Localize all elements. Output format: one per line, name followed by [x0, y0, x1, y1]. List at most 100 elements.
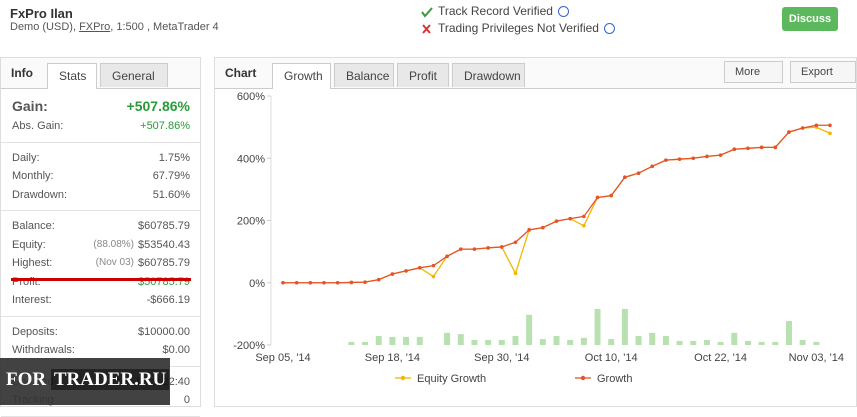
point [417, 266, 422, 270]
point [787, 130, 791, 134]
broker-link[interactable]: FXPro [79, 21, 111, 33]
row-label: Equity: [12, 238, 46, 251]
point [513, 240, 518, 245]
info-row: Gain: +507.86% [12, 95, 190, 117]
tab[interactable]: Balance [334, 63, 394, 87]
row-label: Abs. Gain: [12, 120, 64, 132]
info-row: Withdrawals: $0.00 [12, 341, 190, 360]
point [582, 214, 586, 219]
bar [662, 335, 669, 345]
bar [539, 339, 546, 345]
tab[interactable]: Growth [272, 63, 331, 89]
bar [416, 336, 423, 345]
point [431, 263, 436, 268]
row-value: $60785.79 [138, 257, 190, 269]
point [404, 269, 408, 273]
bar [703, 340, 710, 345]
point [609, 193, 613, 198]
dropdown-button[interactable]: More [724, 61, 784, 83]
point [486, 246, 490, 250]
verification-text: Track Record Verified [438, 4, 553, 18]
bar [608, 339, 615, 345]
point [554, 219, 559, 223]
point [472, 247, 477, 251]
bar [567, 340, 574, 345]
row-value: +507.86% [126, 98, 190, 114]
bar [403, 336, 410, 345]
y-tick-label: -200% [233, 340, 265, 352]
bar [785, 321, 792, 345]
info-row: Daily: 1.75% [12, 149, 190, 168]
chart-tabs: Chart Growth Balance Profit Drawdown More Expo… [215, 58, 856, 89]
bar [485, 340, 492, 345]
row-value: $0.00 [162, 344, 190, 356]
row-value: 51.60% [152, 188, 190, 201]
point [759, 145, 764, 150]
x-tick-label: Nov 03, '14 [789, 352, 844, 364]
row-label: Daily: [12, 151, 40, 164]
legend-marker [400, 375, 406, 381]
point [650, 164, 655, 169]
y-tick-label: 400% [237, 153, 265, 165]
point [308, 280, 313, 285]
row-label: Deposits: [12, 325, 58, 338]
point [527, 228, 531, 232]
point [582, 223, 586, 228]
bar [362, 341, 369, 345]
bar [498, 340, 505, 345]
watermark: FOR TRADER.RU [0, 358, 170, 405]
row-label: Monthly: [12, 170, 54, 182]
point [800, 126, 805, 130]
bar [758, 341, 765, 345]
bar [744, 340, 751, 345]
row-value: +507.86% [140, 120, 190, 132]
point [376, 277, 381, 282]
point [335, 280, 340, 285]
legend-marker [580, 375, 586, 381]
account-info: , 1:500 , MetaTrader 4 [110, 21, 219, 33]
account-title: FxPro Ilan [10, 6, 73, 21]
watermark-text: TRADER.RU [50, 369, 170, 390]
bar [512, 335, 519, 345]
point [390, 272, 395, 276]
point [363, 280, 367, 284]
tab[interactable]: Drawdown [452, 63, 525, 87]
info-row: Abs. Gain: +507.86% [12, 117, 190, 136]
row-label: Gain: [12, 98, 48, 114]
info-row: Drawdown: 51.60% [12, 186, 190, 205]
point [458, 247, 463, 251]
tab[interactable]: Stats [47, 63, 97, 89]
info-row: Balance: $60785.79 [12, 217, 190, 236]
tab[interactable]: General [100, 63, 168, 87]
bar [772, 341, 779, 345]
chart-panel: Chart Growth Balance Profit Drawdown More Expo… [214, 57, 857, 407]
bar [635, 335, 642, 345]
point [445, 254, 449, 259]
account-type: Demo (USD), [10, 21, 80, 33]
point [294, 280, 299, 285]
bar [813, 341, 820, 345]
x-tick-label: Oct 10, '14 [585, 352, 638, 364]
help-icon[interactable] [557, 6, 569, 17]
info-group: Balance: $60785.79 Equity: (88.08%) $53540.4… [1, 211, 200, 317]
help-icon[interactable] [603, 23, 615, 34]
discuss-button[interactable]: Discuss [782, 7, 838, 31]
bar [389, 336, 396, 345]
point [322, 280, 326, 285]
row-value: $60785.79 [138, 220, 190, 232]
info-row: Deposits: $10000.00 [12, 323, 190, 342]
verifications: Track Record Verified Trading Privileges … [420, 3, 615, 37]
page: FxPro Ilan Demo (USD), FXPro, 1:500 , Me… [0, 3, 857, 417]
chart: -200% 0% 200% 400% 600% Sep 05, '14 Sep 18, '1… [233, 91, 844, 385]
info-row: Highest: (Nov 03) $60785.79 [12, 254, 190, 273]
tab[interactable]: Profit [397, 63, 449, 87]
point [828, 123, 832, 128]
bar [348, 341, 355, 345]
check-icon [421, 6, 433, 18]
x-tick-label: Sep 30, '14 [474, 352, 529, 364]
row-label: Interest: [12, 294, 52, 306]
dropdown-button[interactable]: Export [790, 61, 856, 83]
info-row: Monthly: 67.79% [12, 167, 190, 186]
point [828, 131, 832, 136]
point [814, 123, 819, 128]
